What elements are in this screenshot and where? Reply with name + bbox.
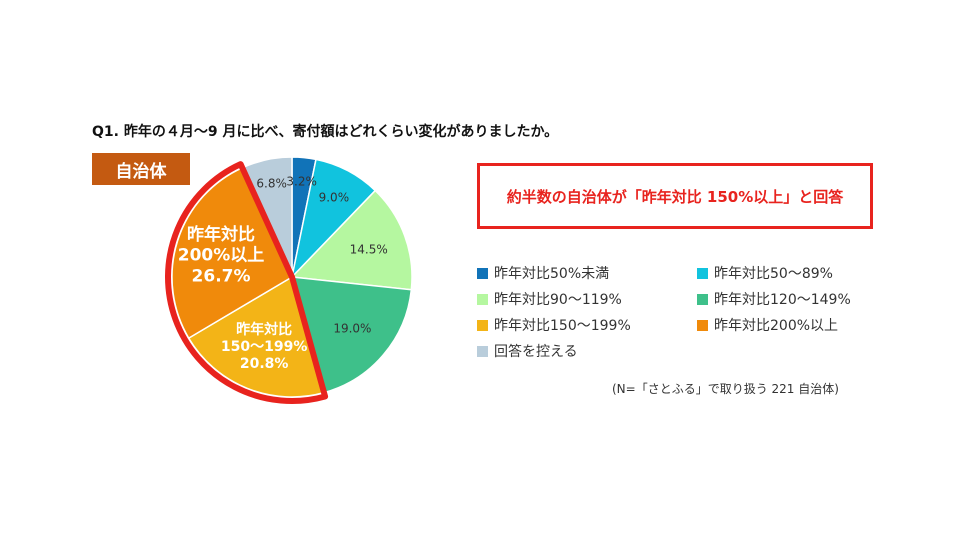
highlight-outline xyxy=(165,161,329,404)
legend-swatch-4 xyxy=(477,319,488,331)
legend-item-3: 昨年対比120～149% xyxy=(697,289,851,309)
legend-label-4: 昨年対比150～199% xyxy=(494,318,631,334)
legend-label-6: 回答を控える xyxy=(494,344,578,360)
pie-slice-2 xyxy=(290,189,413,291)
slice-label-6: 6.8% xyxy=(256,176,287,190)
legend-swatch-0 xyxy=(477,267,488,279)
legend-label-1: 昨年対比50～89% xyxy=(714,266,833,282)
legend-label-0: 昨年対比50%未満 xyxy=(494,266,610,282)
legend-swatch-6 xyxy=(477,345,488,357)
legend-label-3: 昨年対比120～149% xyxy=(714,292,851,308)
respondent-tag: 自治体 xyxy=(92,153,190,185)
legend-item-5: 昨年対比200%以上 xyxy=(697,315,838,335)
slice-label-2: 14.5% xyxy=(350,242,388,256)
slice-label-3: 19.0% xyxy=(333,321,371,335)
slice-label-5: 昨年対比 200%以上 26.7% xyxy=(178,224,265,286)
legend-swatch-2 xyxy=(477,293,488,305)
sample-note: (N=「さとふる」で取り扱う 221 自治体) xyxy=(612,382,839,396)
question-title: Q1. 昨年の４月～9 月に比べ、寄付額はどれくらい変化がありましたか。 xyxy=(92,124,559,140)
callout-box: 約半数の自治体が「昨年対比 150%以上」と回答 xyxy=(477,163,873,229)
legend-swatch-3 xyxy=(697,293,708,305)
legend-swatch-5 xyxy=(697,319,708,331)
slice-label-0: 3.2% xyxy=(286,175,317,189)
legend-item-0: 昨年対比50%未満 xyxy=(477,263,609,283)
legend-item-4: 昨年対比150～199% xyxy=(477,315,631,335)
pie-slice-5 xyxy=(171,166,293,340)
legend-item-6: 回答を控える xyxy=(477,341,578,361)
legend-label-5: 昨年対比200%以上 xyxy=(714,318,839,334)
legend-swatch-1 xyxy=(697,267,708,279)
legend-item-2: 昨年対比90～119% xyxy=(477,289,622,309)
slice-label-4: 昨年対比 150～199% 20.8% xyxy=(221,321,307,372)
pie-slice-4 xyxy=(187,275,325,398)
pie-slice-3 xyxy=(290,276,413,394)
legend-item-1: 昨年対比50～89% xyxy=(697,263,833,283)
legend-label-2: 昨年対比90～119% xyxy=(494,292,622,308)
slice-label-1: 9.0% xyxy=(319,191,350,205)
